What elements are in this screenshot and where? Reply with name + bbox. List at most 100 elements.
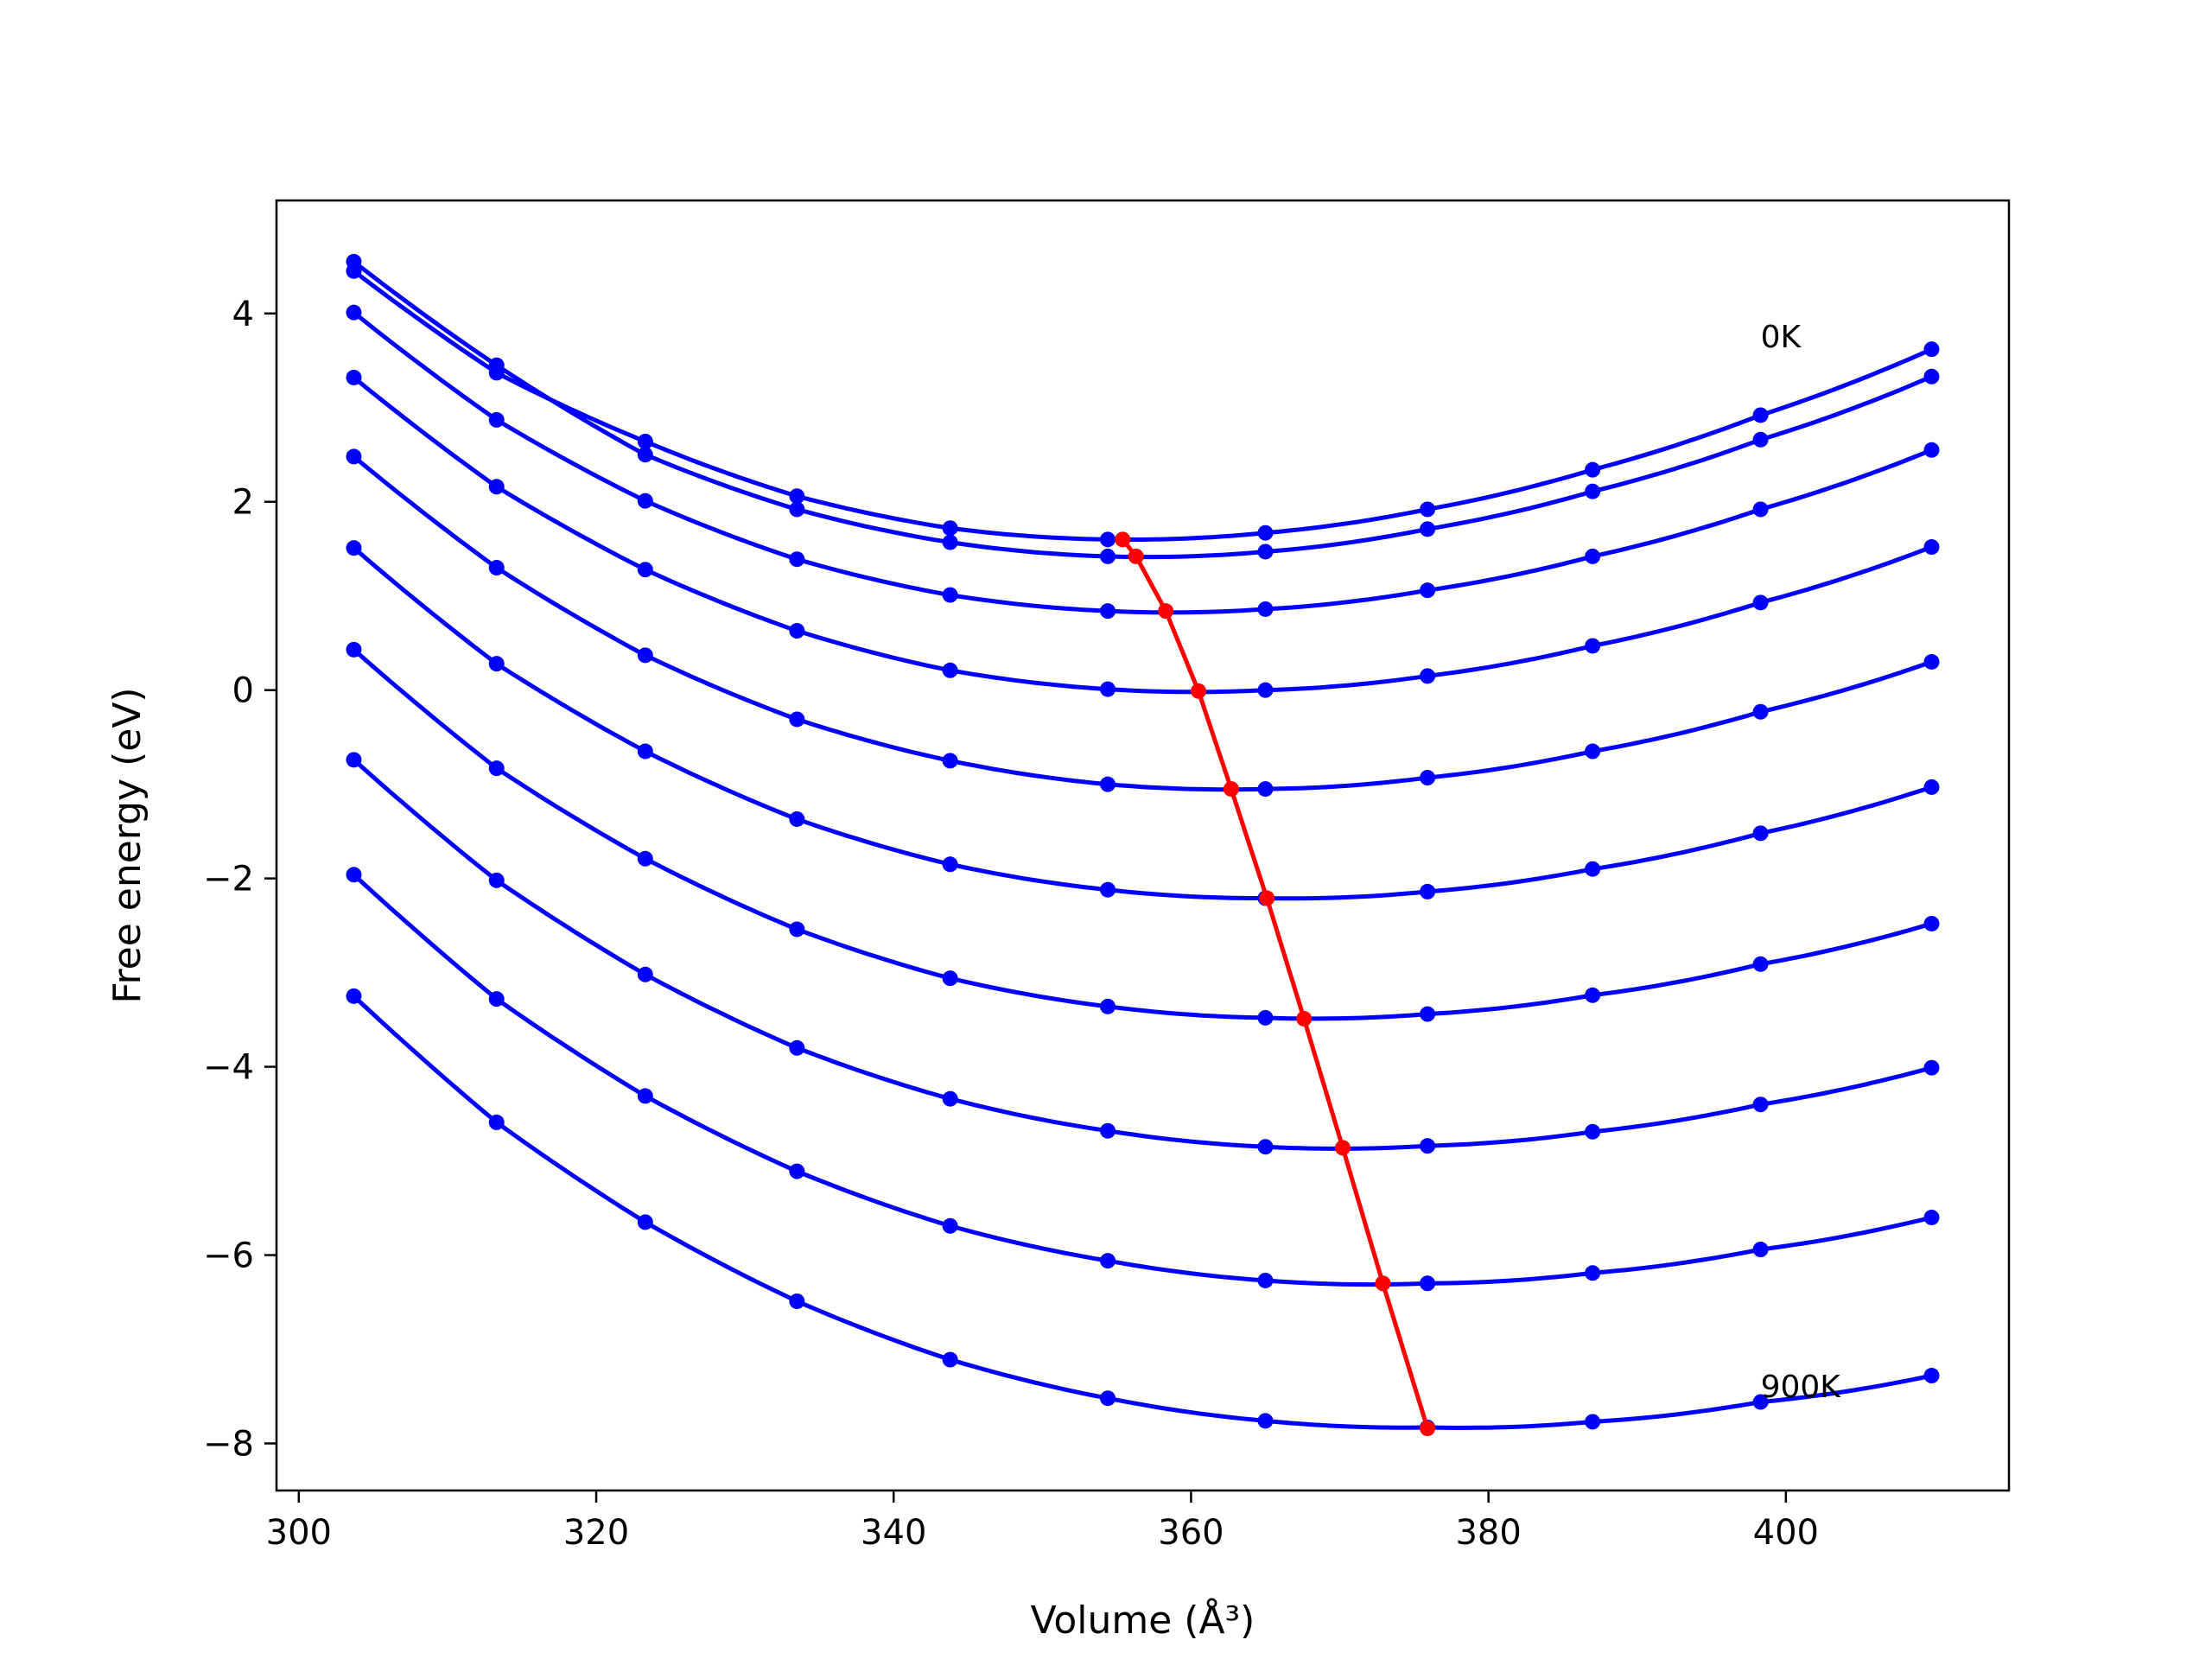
data-point — [789, 1293, 805, 1309]
data-point — [1100, 998, 1116, 1014]
data-point — [1420, 521, 1436, 537]
data-point — [1752, 594, 1769, 611]
data-point — [637, 966, 653, 982]
data-point — [942, 662, 958, 678]
data-point — [488, 479, 505, 495]
data-point — [1257, 1413, 1274, 1429]
data-point — [1420, 1138, 1436, 1154]
data-point — [1257, 1272, 1274, 1288]
data-point — [789, 623, 805, 639]
plot-frame — [275, 199, 2011, 1492]
data-point — [488, 560, 505, 576]
data-point — [1257, 524, 1274, 541]
data-point — [1752, 1242, 1769, 1258]
data-point — [1752, 501, 1769, 518]
data-point — [1585, 1123, 1601, 1140]
data-point — [1923, 1368, 1940, 1384]
data-point — [1100, 603, 1116, 620]
data-point — [1257, 682, 1274, 698]
data-point — [789, 501, 805, 518]
free-energy-curve — [352, 995, 1933, 1431]
data-point — [789, 1163, 805, 1179]
data-point — [637, 1214, 653, 1230]
data-point — [942, 520, 958, 537]
data-point — [789, 810, 805, 827]
data-point — [346, 369, 362, 385]
data-point — [346, 540, 362, 556]
minimum-point — [1223, 781, 1239, 798]
y-tick-label: −2 — [203, 860, 254, 899]
data-point — [789, 921, 805, 938]
x-tick-label: 300 — [266, 1513, 332, 1553]
data-point — [1420, 582, 1436, 599]
data-point — [1752, 956, 1769, 972]
data-point — [1257, 543, 1274, 560]
data-point — [1585, 743, 1601, 760]
data-point — [346, 867, 362, 883]
x-tick-label: 380 — [1455, 1513, 1521, 1553]
data-point — [1420, 770, 1436, 786]
data-point — [1752, 1394, 1769, 1410]
data-point — [488, 357, 505, 373]
free-energy-curve — [352, 454, 1933, 792]
minimum-point — [1158, 603, 1174, 620]
data-point — [1752, 825, 1769, 842]
data-point — [1923, 539, 1940, 556]
data-point — [1420, 668, 1436, 684]
x-tick-label: 360 — [1158, 1513, 1224, 1553]
data-point — [488, 991, 505, 1007]
y-tick-label: 2 — [232, 483, 254, 523]
data-point — [1420, 501, 1436, 518]
data-point — [1585, 461, 1601, 478]
data-point — [942, 1217, 958, 1234]
data-point — [1752, 1096, 1769, 1113]
data-point — [637, 562, 653, 578]
data-point — [346, 304, 362, 321]
x-tick-label: 400 — [1753, 1513, 1819, 1553]
y-tick-label: 4 — [232, 295, 254, 334]
data-point — [488, 760, 505, 777]
minimum-point — [1334, 1140, 1351, 1156]
data-point — [346, 988, 362, 1004]
data-point — [1923, 779, 1940, 795]
minimum-point — [1115, 531, 1131, 548]
data-point — [1257, 601, 1274, 617]
data-point — [1923, 1059, 1940, 1076]
data-point — [1923, 442, 1940, 458]
data-point — [1923, 915, 1940, 931]
data-point — [942, 753, 958, 769]
annotation-900k: 900K — [1761, 1370, 1842, 1405]
data-point — [942, 1090, 958, 1107]
free-energy-curve — [352, 310, 1933, 615]
x-tick-label: 340 — [861, 1513, 926, 1553]
data-point — [942, 534, 958, 550]
data-point — [346, 253, 362, 270]
y-axis-label: Free energy (eV) — [105, 687, 149, 1003]
curve-layer — [346, 253, 1940, 1437]
data-point — [1100, 531, 1116, 548]
data-point — [488, 411, 505, 428]
data-point — [1585, 1414, 1601, 1430]
annotation-0k: 0K — [1761, 320, 1802, 355]
data-point — [488, 656, 505, 672]
data-point — [942, 1351, 958, 1368]
data-point — [789, 488, 805, 505]
free-energy-curve — [352, 375, 1933, 695]
data-point — [637, 447, 653, 463]
data-point — [1100, 776, 1116, 792]
data-point — [789, 711, 805, 728]
data-point — [346, 641, 362, 658]
tick-layer: 300 320 340 360 380 400 4 2 0 −2 −4 −6 −8 — [203, 295, 1819, 1553]
data-point — [637, 743, 653, 760]
x-tick-label: 320 — [563, 1513, 629, 1553]
data-point — [1752, 703, 1769, 720]
data-point — [346, 752, 362, 768]
data-point — [1585, 638, 1601, 654]
data-point — [346, 448, 362, 465]
free-energy-curve — [352, 873, 1933, 1287]
data-point — [1420, 883, 1436, 899]
free-energy-curve — [352, 758, 1933, 1151]
data-point — [942, 587, 958, 603]
data-point — [1585, 1265, 1601, 1281]
data-point — [1100, 1253, 1116, 1269]
